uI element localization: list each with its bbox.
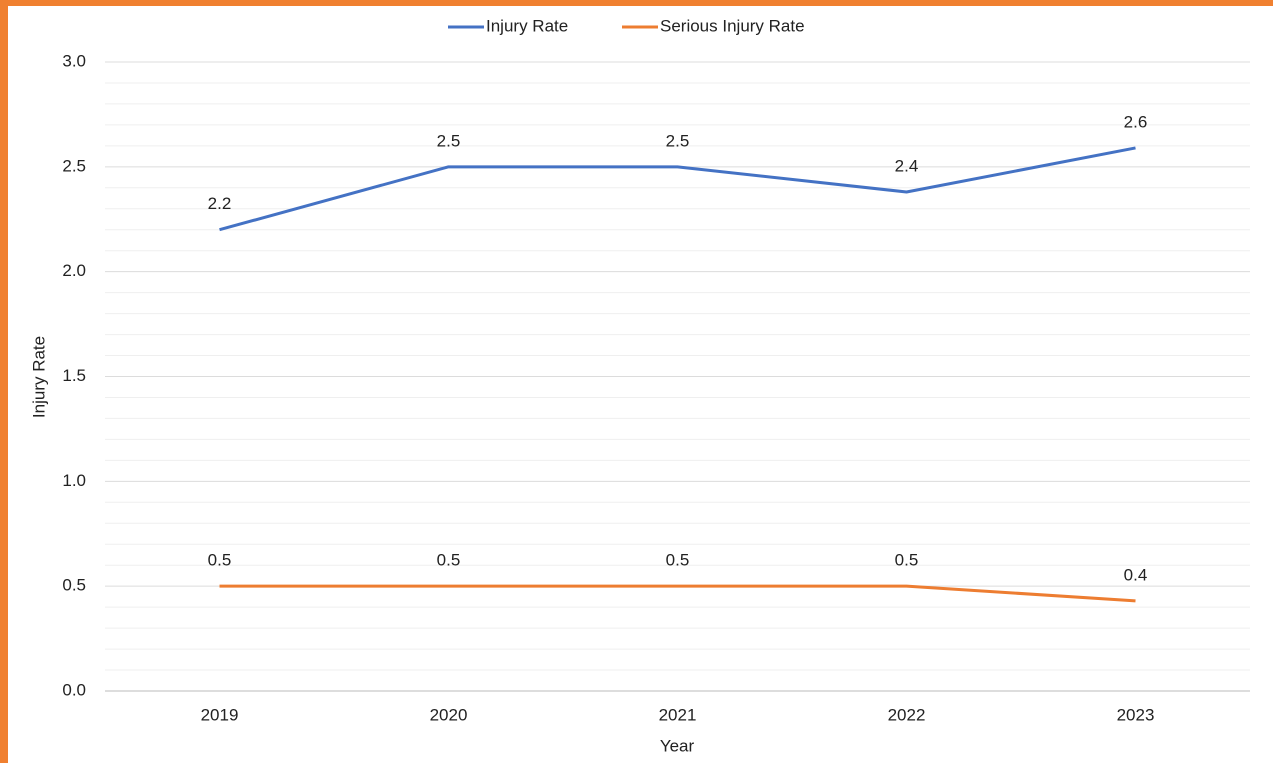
y-tick-label: 2.5 [62,156,86,175]
data-label: 0.5 [895,551,919,570]
y-tick-label: 0.0 [62,680,86,699]
x-tick-label: 2023 [1117,705,1155,724]
x-tick-label: 2021 [659,705,697,724]
data-label: 2.5 [666,131,690,150]
legend-label: Injury Rate [486,16,568,35]
y-tick-label: 3.0 [62,51,86,70]
data-label: 0.5 [666,551,690,570]
x-axis-label: Year [660,736,695,755]
legend-label: Serious Injury Rate [660,16,805,35]
data-label: 2.4 [895,156,919,175]
data-label: 2.5 [437,131,461,150]
y-tick-label: 1.5 [62,366,86,385]
x-tick-label: 2020 [430,705,468,724]
data-label: 0.5 [208,551,232,570]
data-label: 2.6 [1124,112,1148,131]
y-tick-label: 1.0 [62,471,86,490]
x-tick-label: 2019 [201,705,239,724]
y-tick-label: 2.0 [62,261,86,280]
frame-top [0,0,1273,6]
y-axis-label: Injury Rate [29,336,48,418]
line-series [219,584,1136,603]
y-tick-label: 0.5 [62,576,86,595]
data-label: 0.4 [1124,565,1148,584]
x-tick-label: 2022 [888,705,926,724]
line-series [219,146,1136,232]
data-label: 2.2 [208,194,232,213]
frame-left [0,0,8,763]
data-label: 0.5 [437,551,461,570]
